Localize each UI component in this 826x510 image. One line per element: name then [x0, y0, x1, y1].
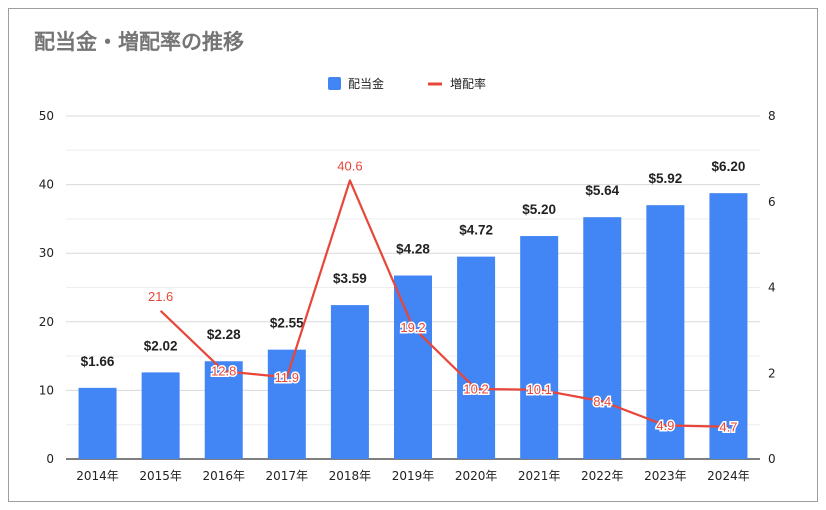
y-left-tick-label: 20: [39, 315, 54, 329]
y-left-tick-label: 0: [46, 452, 54, 466]
line-data-label: 19.2: [400, 320, 425, 335]
x-tick-label: 2017年: [266, 469, 309, 483]
line-data-label: 21.6: [148, 289, 173, 304]
legend: 配当金 増配率: [328, 76, 486, 91]
x-tick-label: 2016年: [202, 469, 245, 483]
line-data-label: 8.4: [593, 394, 611, 409]
y-right-tick-label: 2: [768, 366, 776, 380]
bar-data-label: $6.20: [712, 159, 746, 174]
bar-labels: $1.66 $2.02 $2.28 $2.55 $3.59 $4.28 $4.72 $5.20…: [81, 159, 746, 369]
x-tick-label: 2019年: [392, 469, 435, 483]
bar: [141, 372, 180, 459]
bar: [457, 256, 496, 459]
line-labels: 21.6 12.8 11.9 40.6 19.2 10.2 10.1 8.4 4.9 4.7: [146, 157, 739, 436]
bar: [583, 217, 622, 459]
bar: [520, 236, 559, 459]
legend-label-line: 増配率: [450, 76, 486, 91]
bar-data-label: $2.02: [144, 338, 178, 353]
y-right-tick-label: 6: [768, 195, 776, 209]
bar-data-label: $5.92: [648, 171, 682, 186]
line-data-label: 40.6: [337, 158, 362, 173]
bar: [78, 387, 117, 459]
legend-swatch-bar: [328, 77, 341, 90]
bar: [330, 305, 369, 459]
bar-data-label: $4.28: [396, 241, 430, 256]
y-right-tick-label: 4: [768, 281, 776, 295]
x-tick-label: 2014年: [76, 469, 119, 483]
line-data-label: 10.2: [463, 382, 488, 397]
y-left-tick-label: 50: [39, 109, 54, 123]
bar-data-label: $5.64: [585, 183, 619, 198]
x-tick-label: 2020年: [455, 469, 498, 483]
bar-data-label: $5.20: [522, 202, 556, 217]
line-series-path: [159, 179, 729, 428]
bar: [646, 205, 685, 459]
bar: [267, 349, 306, 459]
line-data-label: 11.9: [275, 370, 299, 385]
x-tick-label: 2024年: [707, 469, 750, 483]
axes: 0 10 20 30 40 50 0 2 4 6 8 2014年 2015年 2016年 2017年 2018…: [39, 109, 776, 483]
bar: [709, 193, 748, 460]
bar-data-label: $2.55: [270, 316, 304, 331]
bar: [204, 361, 243, 459]
y-right-tick-label: 8: [768, 109, 776, 123]
line-series: [159, 179, 729, 428]
bar-data-label: $2.28: [207, 327, 241, 342]
x-tick-label: 2015年: [139, 469, 182, 483]
y-left-tick-label: 30: [39, 246, 54, 260]
line-data-label: 4.7: [719, 419, 737, 434]
bar-data-label: $1.66: [81, 354, 115, 369]
bar: [394, 275, 432, 459]
x-tick-label: 2022年: [581, 469, 624, 483]
x-tick-label: 2018年: [329, 469, 372, 483]
y-left-tick-label: 40: [39, 178, 54, 192]
y-right-tick-label: 0: [768, 452, 776, 466]
bar-data-label: $3.59: [333, 271, 367, 286]
line-data-label: 12.8: [211, 364, 236, 379]
legend-label-bar: 配当金: [348, 76, 384, 91]
y-left-tick-label: 10: [39, 383, 54, 397]
bar-data-label: $4.72: [459, 223, 493, 238]
chart-title: 配当金・増配率の推移: [34, 30, 244, 54]
x-tick-label: 2023年: [644, 469, 687, 483]
line-data-label: 4.9: [656, 418, 674, 433]
bars: [78, 193, 748, 460]
x-tick-label: 2021年: [518, 469, 561, 483]
line-data-label: 10.1: [527, 382, 552, 397]
